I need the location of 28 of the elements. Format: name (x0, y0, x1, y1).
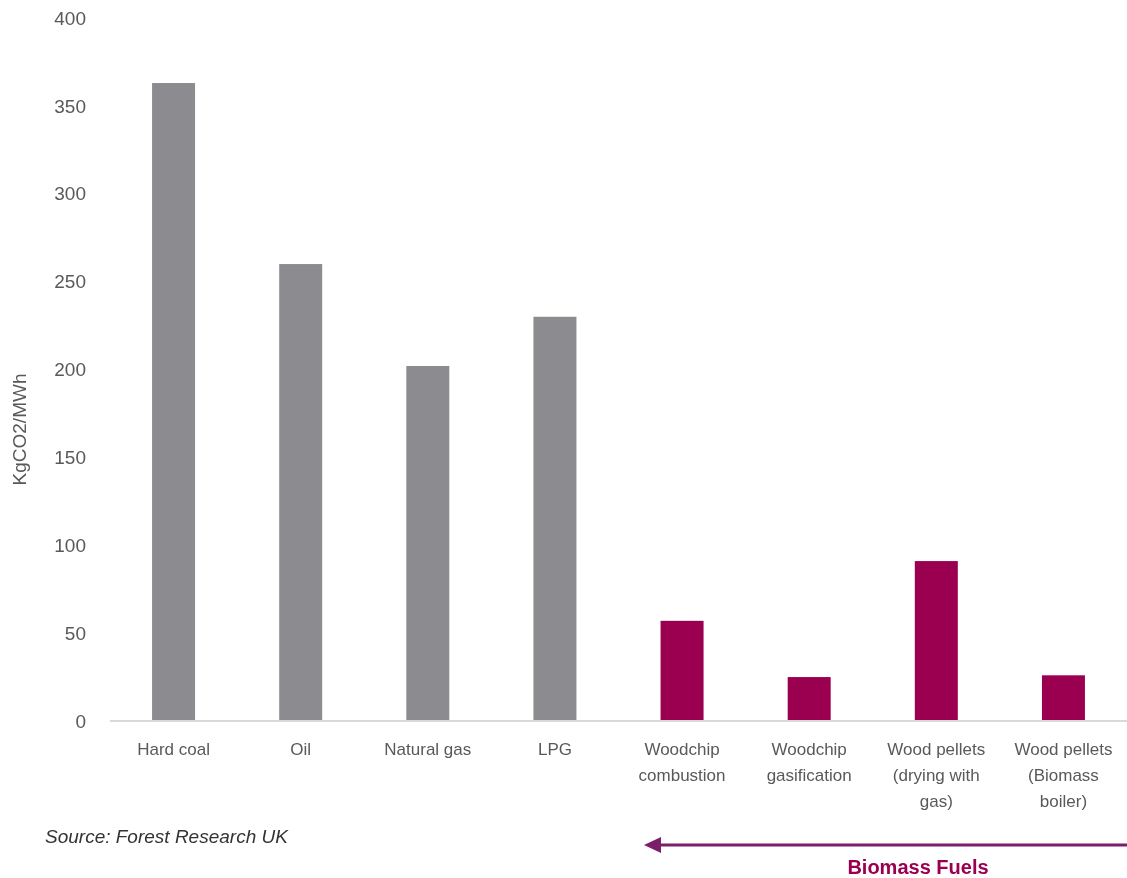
y-tick-label: 100 (54, 534, 86, 556)
bar (279, 264, 323, 721)
x-tick-label: Natural gas (384, 740, 472, 759)
y-tick-label: 0 (75, 710, 86, 732)
y-tick-label: 150 (54, 447, 86, 469)
y-tick-label: 250 (54, 271, 86, 293)
y-tick-label: 200 (54, 359, 86, 381)
bar (406, 365, 450, 721)
x-tick-label: Woodchip gasification (766, 740, 852, 785)
x-tick-label: Wood pellets (Biomass boiler) (1014, 740, 1113, 811)
bar (1041, 675, 1085, 721)
y-axis-title: KgCO2/MWh (9, 373, 30, 486)
x-tick-label: LPG (537, 740, 572, 759)
x-tick-label: Hard coal (137, 740, 210, 759)
x-tick-label: Oil (290, 740, 312, 759)
y-tick-label: 50 (64, 622, 86, 644)
bar (533, 316, 577, 721)
x-tick-label: Wood pellets (drying with gas) (887, 740, 986, 811)
bar (152, 83, 196, 721)
bar (660, 620, 704, 721)
y-tick-label: 300 (54, 183, 86, 205)
text: Biomass Fuels (847, 856, 989, 878)
y-tick-label: 350 (54, 95, 86, 117)
source-note: Source: Forest Research UK (45, 826, 290, 847)
bar (914, 561, 958, 721)
x-tick-label: Woodchip combustion (638, 740, 726, 785)
y-tick-label: 400 (54, 7, 86, 29)
bar (787, 677, 831, 721)
